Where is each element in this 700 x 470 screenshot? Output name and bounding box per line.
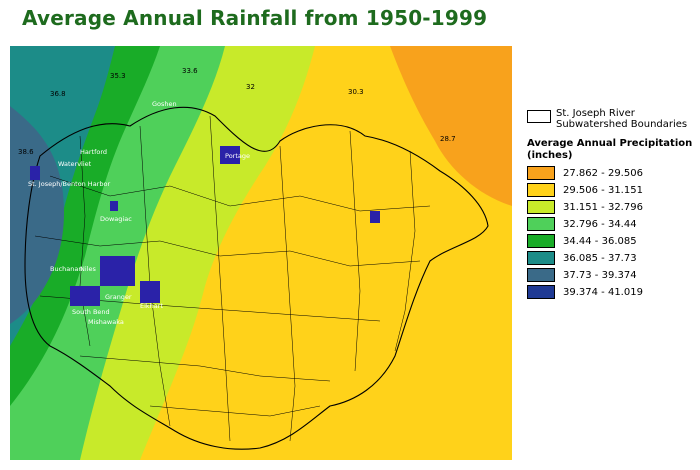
map-legend: St. Joseph River Subwatershed Boundaries… [527,108,697,299]
precip-class-item: 32.796 - 34.44 [527,217,697,231]
place-label: Watervliet [58,160,92,168]
precip-class-swatch [527,268,555,282]
place-label: Buchanan [50,265,82,273]
precip-class-swatch [527,166,555,180]
place-label: Goshen [152,100,177,108]
precip-class-item: 29.506 - 31.151 [527,183,697,197]
precip-class-label: 36.085 - 37.73 [563,252,637,264]
precip-class-label: 27.862 - 29.506 [563,167,643,179]
precip-class-swatch [527,200,555,214]
place-label: St. Joseph/Benton Harbor [28,180,110,188]
precip-class-label: 29.506 - 31.151 [563,184,643,196]
band-27-29 [390,46,512,206]
subwatershed-lines [34,115,431,442]
place-label: Granger [105,293,132,301]
isohyet-label: 38.6 [18,148,34,156]
rainfall-map: 36.8 35.3 33.6 32 30.3 28.7 38.6 Hartfor… [10,46,512,460]
precip-class-item: 37.73 - 39.374 [527,268,697,282]
urban-areas [30,146,380,306]
isohyet-label: 30.3 [348,88,364,96]
place-label: Mishawaka [88,318,124,326]
isohyet-label: 28.7 [440,135,456,143]
precip-class-item: 39.374 - 41.019 [527,285,697,299]
place-label: Dowagiac [100,215,132,223]
boundary-swatch [527,110,551,123]
precip-class-swatch [527,183,555,197]
precip-class-swatch [527,251,555,265]
place-label: Hartford [80,148,107,156]
place-label: South Bend [72,308,110,316]
precip-class-item: 36.085 - 37.73 [527,251,697,265]
isohyet-label: 36.8 [50,90,66,98]
place-label: Elkhart [140,302,163,310]
precip-class-label: 39.374 - 41.019 [563,286,643,298]
place-label: Niles [80,265,96,273]
isohyet-label: 32 [246,83,255,91]
precip-class-swatch [527,234,555,248]
place-label: Portage [225,152,250,160]
precip-class-swatch [527,217,555,231]
precip-class-swatch [527,285,555,299]
isohyet-label: 35.3 [110,72,126,80]
precip-class-item: 34.44 - 36.085 [527,234,697,248]
band-37-39 [10,106,65,324]
precip-legend-title: Average Annual Precipitation (inches) [527,138,693,161]
precip-class-list: 27.862 - 29.506 29.506 - 31.151 31.151 - 3… [527,166,697,299]
precip-class-label: 32.796 - 34.44 [563,218,637,230]
precip-class-label: 31.151 - 32.796 [563,201,643,213]
map-title: Average Annual Rainfall from 1950-1999 [22,6,488,30]
precip-class-item: 31.151 - 32.796 [527,200,697,214]
precip-class-label: 34.44 - 36.085 [563,235,637,247]
boundary-legend-item: St. Joseph River Subwatershed Boundaries [527,108,697,130]
boundary-legend-label: St. Joseph River Subwatershed Boundaries [556,108,688,130]
watershed-boundary [24,106,489,450]
precip-class-label: 37.73 - 39.374 [563,269,637,281]
precip-class-item: 27.862 - 29.506 [527,166,697,180]
isohyet-label: 33.6 [182,67,198,75]
